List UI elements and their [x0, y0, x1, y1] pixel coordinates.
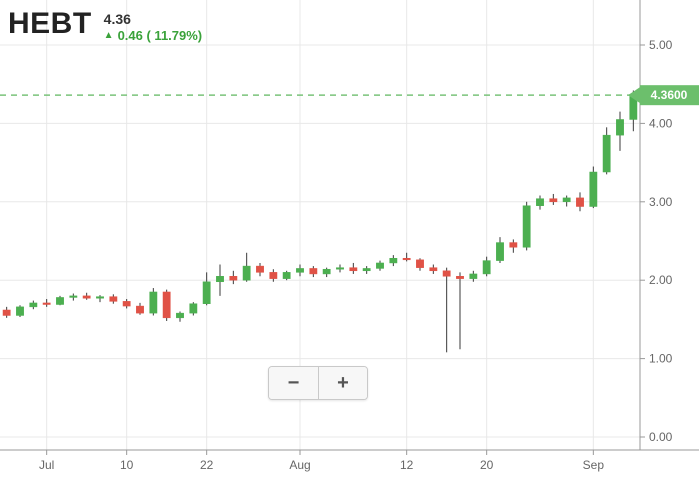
y-axis-label: 4.00	[649, 116, 673, 130]
candle	[536, 198, 544, 206]
candle	[576, 197, 584, 207]
candle	[29, 302, 38, 308]
candle	[509, 242, 518, 248]
x-axis-label: Aug	[289, 458, 310, 472]
candle	[42, 302, 51, 305]
candle	[616, 119, 624, 136]
y-axis-label: 2.00	[649, 273, 673, 287]
candle	[482, 260, 491, 275]
y-axis-label: 1.00	[649, 352, 673, 366]
candle	[376, 262, 384, 269]
candle	[69, 295, 78, 298]
last-price-tag	[640, 85, 699, 106]
candle	[442, 270, 451, 277]
candle	[562, 197, 571, 203]
last-price-pointer	[628, 87, 640, 104]
candle	[549, 198, 558, 203]
candle	[176, 312, 184, 319]
zoom-out-button[interactable]: −	[269, 367, 318, 399]
candle	[456, 276, 464, 279]
candle	[416, 259, 424, 268]
candle	[322, 268, 331, 275]
candle	[269, 272, 278, 279]
candle	[122, 301, 131, 307]
candle	[2, 309, 11, 316]
candle	[16, 306, 24, 316]
zoom-in-button[interactable]: +	[318, 367, 367, 399]
candle	[589, 171, 598, 207]
candle	[362, 268, 371, 272]
candle	[56, 297, 64, 305]
candle	[242, 265, 251, 281]
x-axis-label: 20	[480, 458, 494, 472]
candle	[256, 265, 264, 273]
candle	[429, 267, 438, 272]
candle	[216, 276, 224, 283]
candle	[149, 291, 158, 314]
ticker-symbol: HEBT	[8, 7, 92, 40]
candle	[349, 267, 358, 272]
candle	[336, 267, 344, 270]
candle	[522, 205, 531, 248]
x-axis-label: 10	[120, 458, 134, 472]
candle	[602, 134, 611, 173]
x-axis-label: Jul	[39, 458, 54, 472]
y-axis-label: 0.00	[649, 430, 673, 444]
candle	[109, 296, 118, 302]
arrow-up-icon: ▲	[103, 30, 114, 41]
candle	[202, 281, 211, 304]
candle	[136, 305, 144, 314]
candle	[469, 273, 478, 279]
x-axis-label: 12	[400, 458, 414, 472]
change-text: 0.46 ( 11.79%)	[117, 28, 203, 43]
candle	[229, 276, 238, 281]
y-axis-label: 3.00	[649, 195, 673, 209]
candle	[282, 272, 291, 279]
candle	[82, 295, 91, 299]
price-change: ▲ 0.46 ( 11.79%)	[104, 27, 202, 45]
candle	[309, 268, 318, 275]
zoom-controls: − +	[268, 366, 368, 400]
quote-header: HEBT 4.36 ▲ 0.46 ( 11.79%)	[8, 6, 202, 45]
candle	[496, 242, 504, 261]
candle	[296, 268, 304, 273]
quote-values: 4.36 ▲ 0.46 ( 11.79%)	[104, 6, 202, 45]
candle	[402, 257, 411, 261]
y-axis-label: 5.00	[649, 38, 673, 52]
candle	[162, 291, 171, 319]
x-axis-label: Sep	[583, 458, 605, 472]
last-price: 4.36	[103, 11, 131, 27]
candle	[389, 257, 398, 264]
x-axis-label: 22	[200, 458, 214, 472]
candle	[189, 303, 198, 314]
last-price-tag-label: 4.3600	[651, 88, 688, 102]
candle	[96, 296, 104, 299]
